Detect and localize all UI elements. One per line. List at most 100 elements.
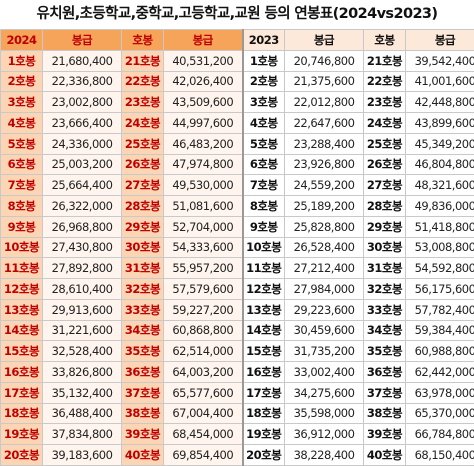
grade-2023-a-cell: 2호봉 bbox=[243, 71, 285, 92]
grade-2024-a-cell: 5호봉 bbox=[1, 133, 43, 154]
grade-2023-a-cell: 10호봉 bbox=[243, 237, 285, 258]
grade-2024-b-cell: 29호봉 bbox=[122, 216, 164, 237]
grade-2023-b-cell: 25호봉 bbox=[364, 133, 406, 154]
pay-2024-b-cell: 57,579,600 bbox=[164, 279, 243, 300]
pay-2024-a-cell: 27,892,800 bbox=[43, 258, 122, 279]
grade-2023-b-cell: 35호봉 bbox=[364, 341, 406, 362]
pay-2023-a-cell: 33,002,400 bbox=[285, 362, 364, 383]
header-grade-2024-b: 호봉 bbox=[122, 30, 164, 51]
grade-2023-b-cell: 33호봉 bbox=[364, 299, 406, 320]
header-year-2024: 2024 bbox=[1, 30, 43, 51]
grade-2023-a-cell: 20호봉 bbox=[243, 445, 285, 466]
grade-2024-b-cell: 34호봉 bbox=[122, 320, 164, 341]
pay-2024-b-cell: 51,081,600 bbox=[164, 196, 243, 217]
pay-2023-b-cell: 66,784,800 bbox=[406, 424, 474, 445]
pay-2023-a-cell: 35,598,000 bbox=[285, 403, 364, 424]
pay-2023-a-cell: 24,559,200 bbox=[285, 175, 364, 196]
pay-2024-b-cell: 65,577,600 bbox=[164, 382, 243, 403]
grade-2024-b-cell: 40호봉 bbox=[122, 445, 164, 466]
pay-2024-b-cell: 54,333,600 bbox=[164, 237, 243, 258]
pay-2023-b-cell: 60,988,800 bbox=[406, 341, 474, 362]
header-pay-2024-b: 봉급 bbox=[164, 30, 243, 51]
pay-2024-b-cell: 69,854,400 bbox=[164, 445, 243, 466]
pay-2024-a-cell: 28,610,400 bbox=[43, 279, 122, 300]
pay-2023-b-cell: 48,321,600 bbox=[406, 175, 474, 196]
grade-2024-a-cell: 1호봉 bbox=[1, 50, 43, 71]
page-title: 유치원,초등학교,중학교,고등학교,교원 등의 연봉표(2024vs2023) bbox=[0, 0, 474, 29]
pay-2023-b-cell: 59,384,400 bbox=[406, 320, 474, 341]
grade-2023-b-cell: 26호봉 bbox=[364, 154, 406, 175]
pay-2024-a-cell: 26,968,800 bbox=[43, 216, 122, 237]
pay-2024-b-cell: 40,531,200 bbox=[164, 50, 243, 71]
grade-2023-a-cell: 1호봉 bbox=[243, 50, 285, 71]
grade-2024-b-cell: 27호봉 bbox=[122, 175, 164, 196]
table-header-row: 2024 봉급 호봉 봉급 2023 봉급 호봉 봉급 bbox=[1, 30, 474, 51]
pay-2024-b-cell: 49,530,000 bbox=[164, 175, 243, 196]
pay-2023-b-cell: 49,836,000 bbox=[406, 196, 474, 217]
pay-2024-a-cell: 24,336,000 bbox=[43, 133, 122, 154]
grade-2023-a-cell: 5호봉 bbox=[243, 133, 285, 154]
grade-2024-b-cell: 35호봉 bbox=[122, 341, 164, 362]
pay-2024-b-cell: 52,704,000 bbox=[164, 216, 243, 237]
pay-2023-a-cell: 38,228,400 bbox=[285, 445, 364, 466]
pay-2024-b-cell: 44,997,600 bbox=[164, 113, 243, 134]
pay-2024-a-cell: 26,322,000 bbox=[43, 196, 122, 217]
grade-2024-a-cell: 9호봉 bbox=[1, 216, 43, 237]
pay-2024-a-cell: 29,913,600 bbox=[43, 299, 122, 320]
header-pay-2023-b: 봉급 bbox=[406, 30, 474, 51]
grade-2024-b-cell: 25호봉 bbox=[122, 133, 164, 154]
pay-2023-a-cell: 31,735,200 bbox=[285, 341, 364, 362]
pay-2024-a-cell: 32,528,400 bbox=[43, 341, 122, 362]
grade-2023-a-cell: 16호봉 bbox=[243, 362, 285, 383]
pay-2023-a-cell: 20,746,800 bbox=[285, 50, 364, 71]
pay-2024-b-cell: 46,483,200 bbox=[164, 133, 243, 154]
pay-2024-a-cell: 25,664,400 bbox=[43, 175, 122, 196]
pay-2023-b-cell: 68,150,400 bbox=[406, 445, 474, 466]
grade-2023-b-cell: 22호봉 bbox=[364, 71, 406, 92]
header-year-2023: 2023 bbox=[243, 30, 285, 51]
pay-2024-a-cell: 39,183,600 bbox=[43, 445, 122, 466]
grade-2023-b-cell: 36호봉 bbox=[364, 362, 406, 383]
grade-2024-a-cell: 7호봉 bbox=[1, 175, 43, 196]
pay-2023-a-cell: 25,189,200 bbox=[285, 196, 364, 217]
pay-2023-b-cell: 63,978,000 bbox=[406, 382, 474, 403]
header-pay-2024-a: 봉급 bbox=[43, 30, 122, 51]
pay-2024-b-cell: 60,868,800 bbox=[164, 320, 243, 341]
grade-2024-a-cell: 12호봉 bbox=[1, 279, 43, 300]
pay-2024-a-cell: 23,002,800 bbox=[43, 92, 122, 113]
header-pay-2023-a: 봉급 bbox=[285, 30, 364, 51]
pay-2023-a-cell: 26,528,400 bbox=[285, 237, 364, 258]
pay-2024-a-cell: 21,680,400 bbox=[43, 50, 122, 71]
pay-2024-a-cell: 25,003,200 bbox=[43, 154, 122, 175]
grade-2023-a-cell: 6호봉 bbox=[243, 154, 285, 175]
grade-2024-b-cell: 31호봉 bbox=[122, 258, 164, 279]
grade-2023-a-cell: 18호봉 bbox=[243, 403, 285, 424]
grade-2024-b-cell: 22호봉 bbox=[122, 71, 164, 92]
pay-2023-a-cell: 25,828,800 bbox=[285, 216, 364, 237]
grade-2023-a-cell: 19호봉 bbox=[243, 424, 285, 445]
pay-2024-b-cell: 42,026,400 bbox=[164, 71, 243, 92]
grade-2024-a-cell: 15호봉 bbox=[1, 341, 43, 362]
pay-2024-b-cell: 59,227,200 bbox=[164, 299, 243, 320]
grade-2023-b-cell: 24호봉 bbox=[364, 113, 406, 134]
pay-2024-b-cell: 64,003,200 bbox=[164, 362, 243, 383]
pay-2023-b-cell: 56,175,600 bbox=[406, 279, 474, 300]
grade-2023-b-cell: 30호봉 bbox=[364, 237, 406, 258]
header-grade-2023-b: 호봉 bbox=[364, 30, 406, 51]
pay-2024-a-cell: 23,666,400 bbox=[43, 113, 122, 134]
pay-2024-b-cell: 55,957,200 bbox=[164, 258, 243, 279]
pay-2023-a-cell: 23,926,800 bbox=[285, 154, 364, 175]
grade-2024-a-cell: 14호봉 bbox=[1, 320, 43, 341]
